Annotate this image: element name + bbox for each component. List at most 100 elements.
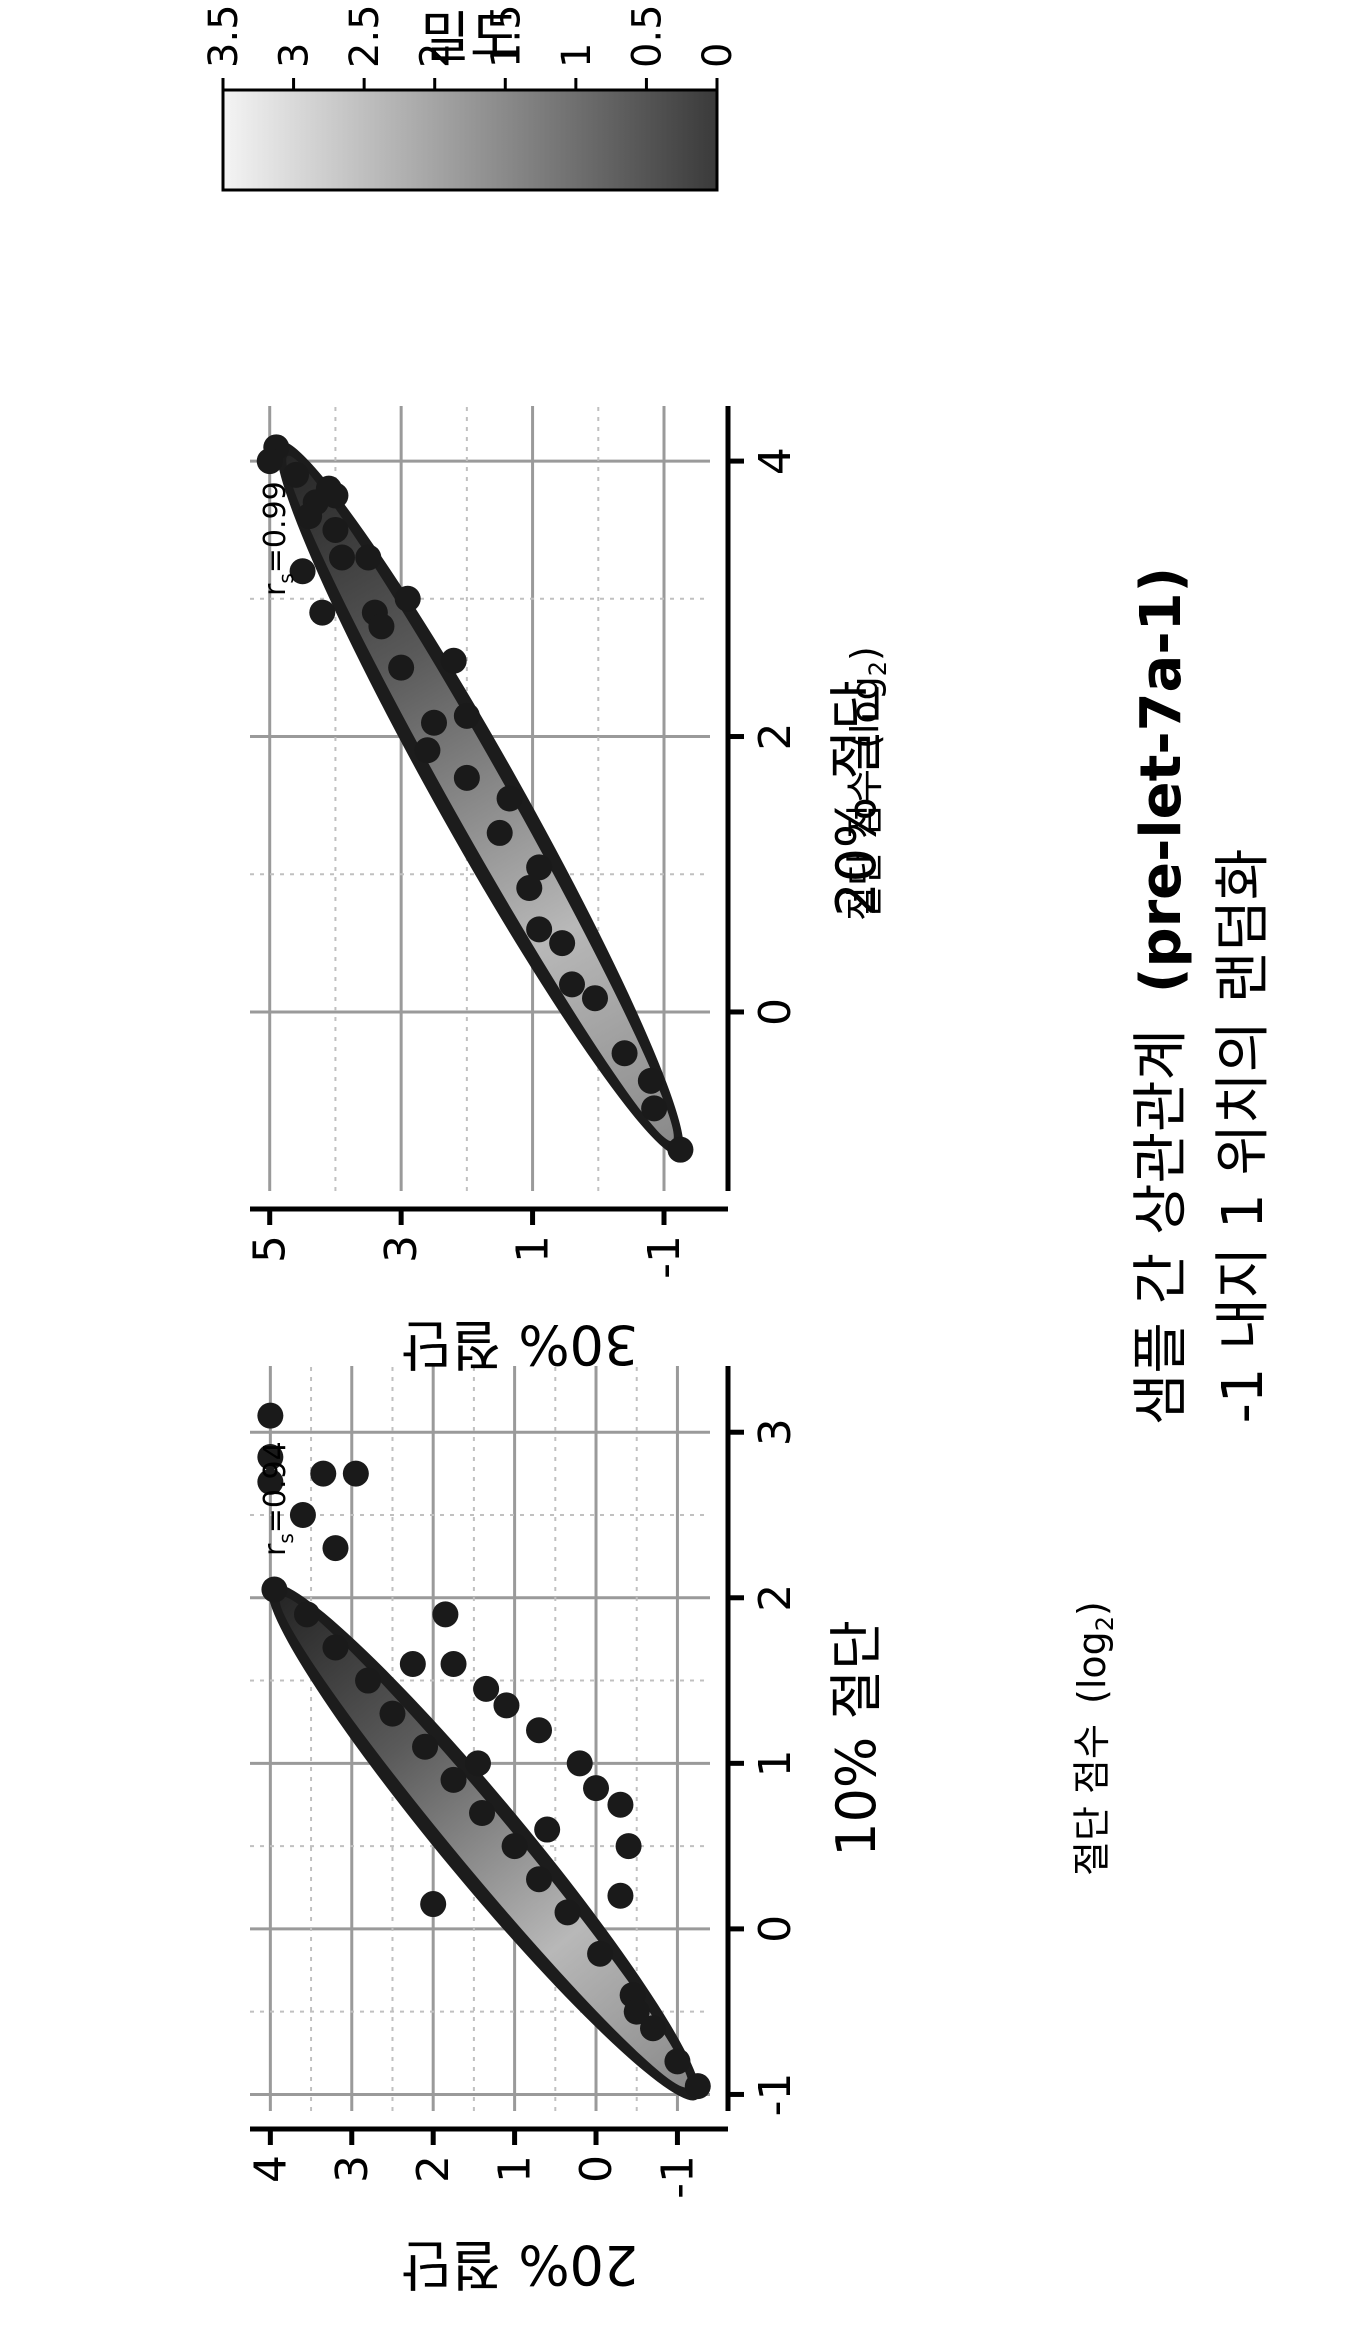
title-line2: 샘플 간 상관관계 (pre-let-7a-1)	[1129, 567, 1194, 1425]
data-point	[261, 1577, 287, 1603]
panel2-subtitle-close: )	[843, 646, 887, 661]
data-point	[526, 916, 552, 942]
colorbar-tick-label: 0	[695, 43, 741, 68]
data-point	[473, 1676, 499, 1702]
data-point	[685, 2073, 711, 2099]
y-tick-label: -1	[652, 2155, 703, 2199]
colorbar-label: 밀도	[420, 6, 519, 69]
data-point	[559, 971, 585, 997]
data-point	[549, 930, 575, 956]
data-point	[526, 1717, 552, 1743]
data-point	[322, 1535, 348, 1561]
annotation-sub: s	[274, 573, 298, 583]
panel1-subtitle: 절단 점수 (log2)	[1070, 1601, 1119, 1876]
scatter-panel-10-vs-20: -10123-10123410% 절단20% 절단rs=0.94	[238, 1366, 888, 2296]
y-tick-label: 5	[245, 1235, 296, 1263]
data-point	[616, 1833, 642, 1859]
data-point	[583, 1775, 609, 1801]
y-tick-label: 2	[408, 2155, 459, 2183]
y-axis-label: 20% 절단	[402, 2233, 639, 2296]
colorbar-tick-label: 0.5	[624, 4, 670, 68]
data-point	[667, 1137, 693, 1163]
data-point	[567, 1750, 593, 1776]
colorbar: 00.511.522.533.5 밀도	[201, 4, 741, 190]
colorbar-tick-label: 1	[554, 43, 600, 68]
data-point	[296, 503, 322, 529]
colorbar-bar	[223, 90, 717, 190]
data-point	[607, 1792, 633, 1818]
data-point	[310, 1461, 336, 1487]
y-tick-label: 3	[376, 1235, 427, 1263]
data-point	[421, 710, 447, 736]
data-point	[487, 820, 513, 846]
panel1-subtitle-unit: (log	[1070, 1631, 1114, 1704]
annotation-value: =0.94	[258, 1441, 293, 1533]
data-point	[526, 854, 552, 880]
data-point	[638, 1068, 664, 1094]
data-point	[497, 786, 523, 812]
correlation-annotation: rs=0.94	[258, 1441, 298, 1556]
data-point	[322, 1634, 348, 1660]
x-tick-label: 0	[750, 998, 801, 1026]
colorbar-tick-label: 3.5	[201, 4, 247, 68]
data-point	[664, 2048, 690, 2074]
data-point	[414, 737, 440, 763]
data-point	[379, 1701, 405, 1727]
annotation-sub: s	[274, 1533, 298, 1543]
data-point	[355, 544, 381, 570]
data-point	[388, 655, 414, 681]
data-point	[526, 1866, 552, 1892]
y-axis-label: 30% 절단	[402, 1313, 639, 1376]
x-tick-label: 2	[750, 1584, 801, 1612]
x-tick-label: 2	[750, 723, 801, 751]
data-point	[420, 1891, 446, 1917]
data-point	[294, 1601, 320, 1627]
data-point	[441, 1651, 467, 1677]
y-tick-label: 4	[245, 2155, 296, 2183]
panel2-subtitle-sub: 2	[864, 661, 892, 676]
scatter-panel-20-vs-30: 024-113520% 절단30% 절단rs=0.99	[243, 406, 888, 1376]
colorbar-tick-label: 3	[272, 43, 318, 68]
data-point	[395, 586, 421, 612]
data-point	[329, 544, 355, 570]
correlation-annotation: rs=0.99	[258, 481, 298, 596]
y-tick-label: 3	[327, 2155, 378, 2183]
data-point	[412, 1734, 438, 1760]
data-point	[441, 1767, 467, 1793]
data-point	[400, 1651, 426, 1677]
y-tick-label: 0	[571, 2155, 622, 2183]
data-point	[534, 1817, 560, 1843]
panel1-subtitle-text: 절단 점수	[1070, 1724, 1114, 1876]
x-axis-label: 20% 절단	[825, 680, 888, 917]
title-line2-text: 샘플 간 상관관계	[1129, 1029, 1194, 1425]
y-tick-label: 1	[490, 2155, 541, 2183]
annotation-r: r	[258, 1543, 293, 1556]
x-tick-label: 3	[750, 1418, 801, 1446]
data-point	[257, 448, 283, 474]
data-point	[502, 1833, 528, 1859]
data-point	[469, 1800, 495, 1826]
data-point	[493, 1692, 519, 1718]
panel1-subtitle-close: )	[1070, 1601, 1114, 1616]
data-point	[612, 1040, 638, 1066]
data-points	[257, 1403, 710, 2100]
data-point	[322, 483, 348, 509]
x-tick-label: -1	[750, 2073, 801, 2117]
title-line1: -1 내지 1 위치의 랜덤화	[1211, 849, 1276, 1424]
data-point	[641, 1095, 667, 1121]
data-point	[555, 1899, 581, 1925]
data-point	[587, 1941, 613, 1967]
x-tick-label: 1	[750, 1749, 801, 1777]
data-point	[322, 517, 348, 543]
y-tick-label: -1	[639, 1235, 690, 1279]
y-tick-label: 1	[508, 1235, 559, 1263]
panel1-subtitle-sub: 2	[1091, 1616, 1119, 1631]
x-tick-label: 0	[750, 1915, 801, 1943]
data-point	[343, 1461, 369, 1487]
data-point	[432, 1601, 458, 1627]
data-point	[454, 765, 480, 791]
data-point	[582, 985, 608, 1011]
annotation-r: r	[258, 583, 293, 596]
